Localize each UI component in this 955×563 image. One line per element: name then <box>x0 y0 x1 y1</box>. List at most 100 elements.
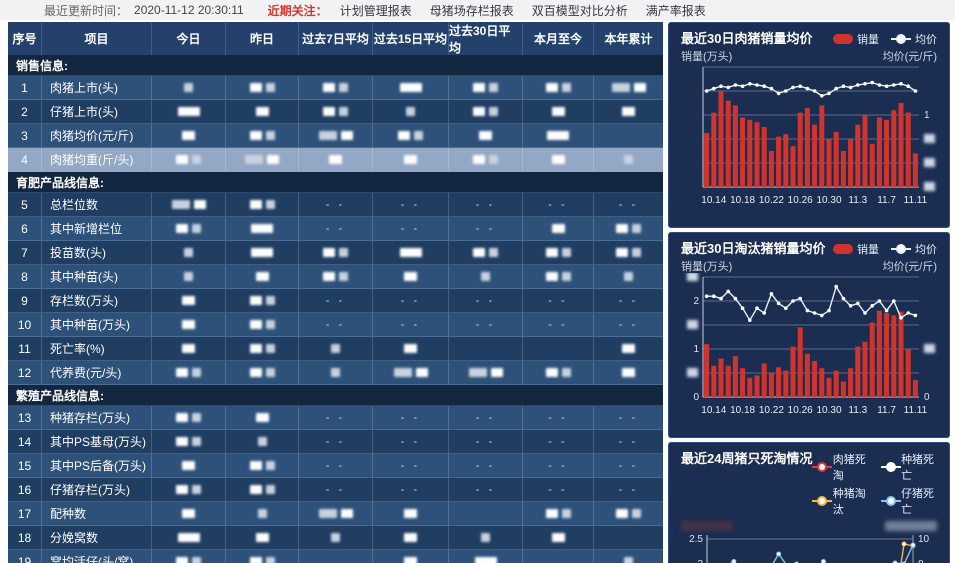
table-row-19[interactable]: 19 窝均活仔(头/窝) <box>8 550 663 563</box>
legend-item[interactable]: 肉猪死淘 <box>812 451 868 483</box>
data-cell: - - <box>594 406 663 429</box>
table-row-2[interactable]: 2 仔猪上市(头) <box>8 100 663 124</box>
redacted-value <box>393 368 412 377</box>
data-cell <box>523 217 594 240</box>
data-cell: - - <box>299 430 373 453</box>
row-label: 投苗数(头) <box>42 241 152 264</box>
row-index: 2 <box>8 100 42 123</box>
column-header: 序号 <box>8 22 42 55</box>
redacted-value <box>415 368 428 377</box>
bar <box>790 146 796 187</box>
redacted-value <box>176 437 188 446</box>
table-row-5[interactable]: 5 总栏位数 - - - - - - - - - - <box>8 193 663 217</box>
dash-value: - - <box>325 435 346 448</box>
line-point <box>704 294 709 298</box>
table-row-4[interactable]: 4 肉猪均重(斤/头) <box>8 148 663 172</box>
row-index: 14 <box>8 430 42 453</box>
table-row-17[interactable]: 17 配种数 <box>8 502 663 526</box>
dash-value: - - <box>400 318 421 331</box>
bar <box>891 315 897 397</box>
row-index: 13 <box>8 406 42 429</box>
bar <box>898 311 904 397</box>
data-cell <box>373 100 449 123</box>
data-cell <box>523 502 594 525</box>
row-index: 1 <box>8 76 42 99</box>
redacted-value <box>624 557 633 563</box>
legend-item[interactable]: 销量 <box>833 31 879 47</box>
legend-item[interactable]: 种猪淘汰 <box>812 485 868 517</box>
table-row-8[interactable]: 8 其中种苗(头) <box>8 265 663 289</box>
data-cell: - - <box>523 406 594 429</box>
x-axis-label: 10.22 <box>759 195 784 206</box>
y-tick-label: 2 <box>693 296 699 307</box>
redacted-value <box>177 107 200 116</box>
data-cell <box>373 124 449 147</box>
report-link-3[interactable]: 双百模型对比分析 <box>531 3 628 18</box>
table-row-14[interactable]: 14 其中PS基母(万头) - - - - - - - - - - <box>8 430 663 454</box>
redacted-value <box>339 248 348 257</box>
table-row-1[interactable]: 1 肉猪上市(头) <box>8 76 663 100</box>
data-cell: - - <box>523 313 594 336</box>
data-cell <box>226 76 299 99</box>
bar <box>812 361 818 397</box>
data-cell <box>449 148 523 171</box>
data-cell <box>523 100 594 123</box>
legend-item[interactable]: 种猪死亡 <box>880 451 937 483</box>
x-axis-label: 11.3 <box>848 405 867 416</box>
data-cell <box>226 550 299 563</box>
redacted-value <box>547 131 569 140</box>
table-row-9[interactable]: 9 存栏数(万头) - - - - - - - - - - <box>8 289 663 313</box>
bar-line-chart: 1 10.14 10.18 10.22 10.26 10.30 11.3 11.7 11.11 <box>681 63 937 224</box>
data-cell <box>152 265 226 288</box>
data-cell <box>226 265 299 288</box>
legend-label: 均价 <box>915 244 937 256</box>
line-point <box>863 311 867 315</box>
report-link-1[interactable]: 计划管理报表 <box>339 3 412 18</box>
report-link-2[interactable]: 母猪场存栏报表 <box>429 3 514 18</box>
table-row-16[interactable]: 16 仔猪存栏(万头) - - - - - - - - - - <box>8 478 663 502</box>
table-row-10[interactable]: 10 其中种苗(万头) - - - - - - - - - - <box>8 313 663 337</box>
table-row-11[interactable]: 11 死亡率(%) <box>8 337 663 361</box>
row-label: 仔猪存栏(万头) <box>42 478 152 501</box>
data-cell <box>152 148 226 171</box>
bar <box>884 119 890 187</box>
bar <box>840 381 846 397</box>
legend-item[interactable]: 均价 <box>891 31 937 47</box>
redacted-value <box>561 272 571 281</box>
table-row-3[interactable]: 3 肉猪均价(元/斤) <box>8 124 663 148</box>
data-cell <box>449 550 523 563</box>
data-cell <box>152 289 226 312</box>
redacted-value <box>551 107 565 116</box>
table-row-18[interactable]: 18 分娩窝数 <box>8 526 663 550</box>
data-cell <box>299 550 373 563</box>
table-row-7[interactable]: 7 投苗数(头) <box>8 241 663 265</box>
redacted-value <box>323 83 335 92</box>
bar <box>754 375 760 397</box>
redacted-value <box>192 368 201 377</box>
data-cell: - - <box>373 313 449 336</box>
redacted-value <box>616 509 628 518</box>
redacted-value <box>245 155 263 164</box>
dash-value: - - <box>548 318 568 331</box>
table-row-6[interactable]: 6 其中新增栏位 - - - - - - <box>8 217 663 241</box>
legend-item[interactable]: 均价 <box>891 241 937 257</box>
redacted-value <box>489 248 498 257</box>
line-point <box>755 306 759 310</box>
column-header: 本年累计 <box>604 32 653 46</box>
line-marker-icon <box>880 462 901 472</box>
legend-item[interactable]: 仔猪死亡 <box>880 485 937 517</box>
bar <box>862 115 868 187</box>
data-cell <box>299 337 373 360</box>
table-row-12[interactable]: 12 代养费(元/头) <box>8 361 663 385</box>
redacted-value <box>323 107 335 116</box>
x-axis-label: 10.30 <box>816 195 841 206</box>
data-cell <box>523 241 594 264</box>
table-row-13[interactable]: 13 种猪存栏(万头) - - - - - - - - - - <box>8 406 663 430</box>
bar <box>855 124 861 187</box>
report-link-4[interactable]: 满产率报表 <box>645 3 706 18</box>
table-row-15[interactable]: 15 其中PS后备(万头) - - - - - - - - - - <box>8 454 663 478</box>
data-cell: - - <box>299 193 373 216</box>
row-label: 其中种苗(万头) <box>42 313 152 336</box>
data-cell: - - <box>373 289 449 312</box>
legend-item[interactable]: 销量 <box>833 241 879 257</box>
